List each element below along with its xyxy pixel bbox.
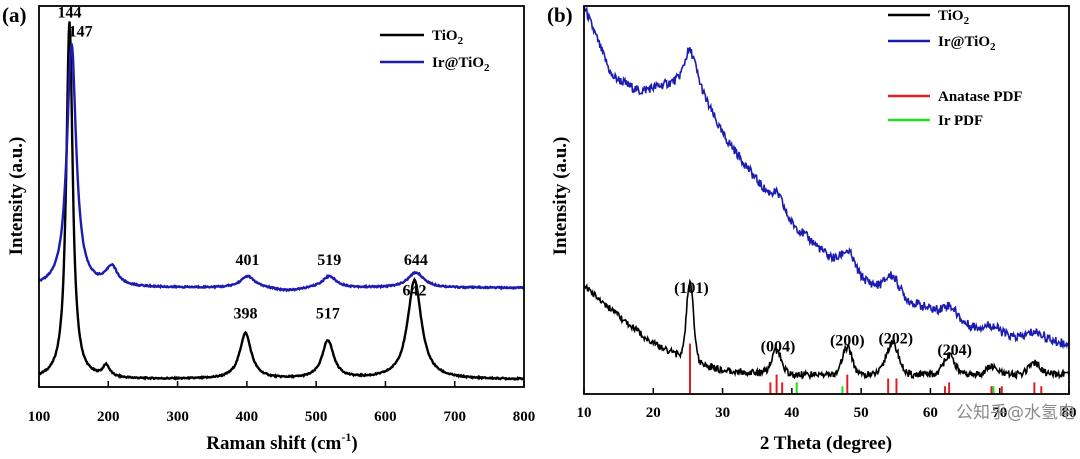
legend-b-ir-pdf: Ir PDF	[938, 113, 983, 129]
panel-b-pdf-lines	[689, 343, 1043, 394]
x-tick-label-a: 400	[236, 409, 259, 425]
x-tick-label-b: 50	[854, 405, 869, 421]
legend-a-tio2: TiO2	[432, 28, 464, 47]
x-tick-label-b: 70	[992, 405, 1007, 421]
panel-b-legend: TiO2 Ir@TiO2 Anatase PDF Ir PDF	[888, 8, 1023, 129]
x-tick-label-b: 60	[923, 405, 938, 421]
legend-b-ir-tio2: Ir@TiO2	[938, 34, 996, 53]
panel-b-xlabel: 2 Theta (degree)	[760, 433, 892, 454]
x-tick-label-a: 700	[443, 409, 466, 425]
x-tick-label-b: 30	[715, 405, 730, 421]
xrd-tio2-line	[583, 278, 1070, 381]
x-tick-label-b: 40	[784, 405, 799, 421]
raman-ir-tio2-line	[38, 43, 525, 293]
panel-a-label: (a)	[2, 3, 27, 27]
peak-label-b: (004)	[761, 338, 796, 355]
peak-label-a: 519	[317, 252, 341, 269]
peak-label-b: (204)	[937, 342, 972, 359]
peak-label-a: 644	[404, 252, 428, 269]
legend-b-anatase: Anatase PDF	[938, 89, 1023, 105]
x-tick-label-a: 300	[166, 409, 189, 425]
panel-b-series	[583, 5, 1070, 381]
panel-a-legend: TiO2 Ir@TiO2	[380, 28, 490, 74]
peak-label-a: 398	[233, 305, 257, 322]
peak-label-a: 401	[236, 252, 260, 269]
x-tick-label-a: 800	[513, 409, 536, 425]
peak-label-b: (202)	[878, 331, 913, 348]
peak-label-a: 642	[403, 283, 427, 300]
panel-b-label: (b)	[547, 3, 573, 27]
panel-a-ticks: 100 200 300 400 500 600 700 800	[28, 381, 536, 425]
x-tick-label-a: 600	[374, 409, 397, 425]
panel-a-ylabel: Intensity (a.u.)	[6, 137, 27, 256]
peak-label-a: 147	[69, 23, 93, 40]
peak-label-b: (200)	[830, 333, 865, 350]
legend-a-ir-tio2: Ir@TiO2	[432, 55, 490, 74]
raman-tio2-line	[37, 21, 525, 381]
panel-b-ylabel: Intensity (a.u.)	[550, 137, 571, 256]
panel-a-xlabel: Raman shift (cm-1)	[206, 430, 357, 454]
x-tick-label-a: 500	[305, 409, 328, 425]
panel-a: (a) 100 200 300 400 500 600 700 800 144 147 401 51…	[2, 3, 535, 454]
panel-a-frame	[38, 5, 525, 388]
x-tick-label-b: 10	[577, 405, 592, 421]
peak-label-a: 517	[316, 305, 340, 322]
panel-a-series	[37, 21, 525, 381]
watermark: 公知乎@水氢电	[956, 403, 1075, 423]
x-tick-label-a: 200	[97, 409, 120, 425]
xrd-ir-tio2-line	[583, 5, 1070, 350]
panel-a-annotations: 144 147 401 519 644 398 517 642	[57, 4, 427, 322]
panel-b: (b) 10 20 30 40 50 60 70 80 (101) (004) (200) (202…	[547, 3, 1077, 454]
panel-b-annotations: (101) (004) (200) (202) (204)	[674, 280, 972, 359]
x-tick-label-a: 100	[28, 409, 51, 425]
panel-b-frame	[583, 5, 1070, 395]
legend-b-tio2: TiO2	[938, 8, 970, 27]
x-tick-label-b: 80	[1062, 405, 1077, 421]
x-tick-label-b: 20	[646, 405, 661, 421]
peak-label-a: 144	[57, 4, 81, 21]
peak-label-b: (101)	[674, 280, 709, 297]
